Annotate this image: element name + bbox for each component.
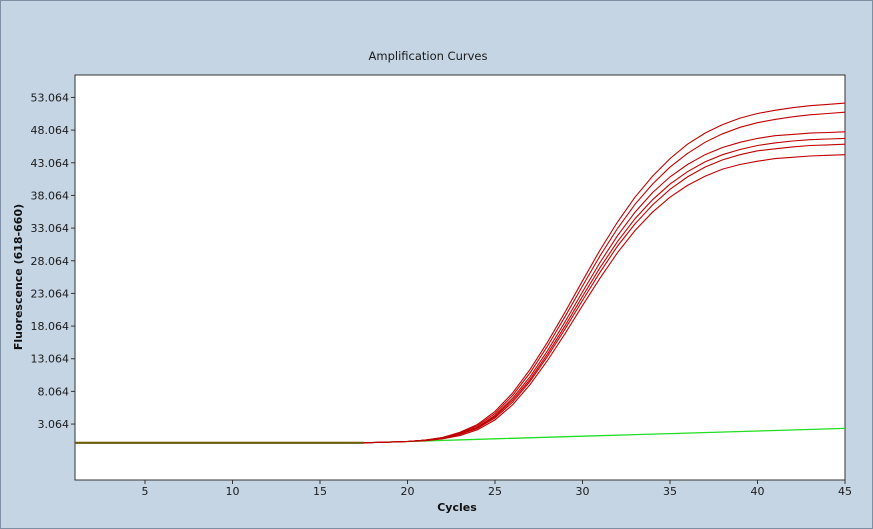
x-tick-label: 30 (576, 485, 590, 498)
y-tick-label: 48.064 (31, 124, 70, 137)
y-tick-label: 28.064 (31, 255, 70, 268)
axis-ticks: 5 10 15 20 25 30 35 40 45 3.064 8.064 13.064 18.064 2… (31, 91, 853, 498)
chart-title: Amplification Curves (369, 49, 488, 63)
x-tick-label: 15 (313, 485, 327, 498)
plot-area (74, 74, 846, 481)
amplification-curve (75, 154, 846, 444)
y-tick-label: 13.064 (31, 353, 70, 366)
y-tick-label: 38.064 (31, 189, 70, 202)
y-tick-label: 23.064 (31, 287, 70, 300)
x-tick-label: 25 (488, 485, 502, 498)
y-tick-label: 43.064 (31, 157, 70, 170)
y-axis-label: Fluorescence (618-660) (12, 204, 25, 350)
x-tick-label: 35 (663, 485, 677, 498)
x-tick-label: 40 (751, 485, 765, 498)
series-layer (75, 102, 846, 444)
y-tick-label: 53.064 (31, 91, 70, 104)
x-tick-label: 10 (226, 485, 240, 498)
y-tick-label: 33.064 (31, 222, 70, 235)
x-tick-label: 45 (838, 485, 852, 498)
y-tick-label: 18.064 (31, 320, 70, 333)
y-tick-label: 3.064 (38, 418, 70, 431)
x-tick-label: 20 (401, 485, 415, 498)
x-tick-label: 5 (142, 485, 149, 498)
y-tick-label: 8.064 (38, 385, 70, 398)
x-axis-label: Cycles (437, 501, 477, 514)
